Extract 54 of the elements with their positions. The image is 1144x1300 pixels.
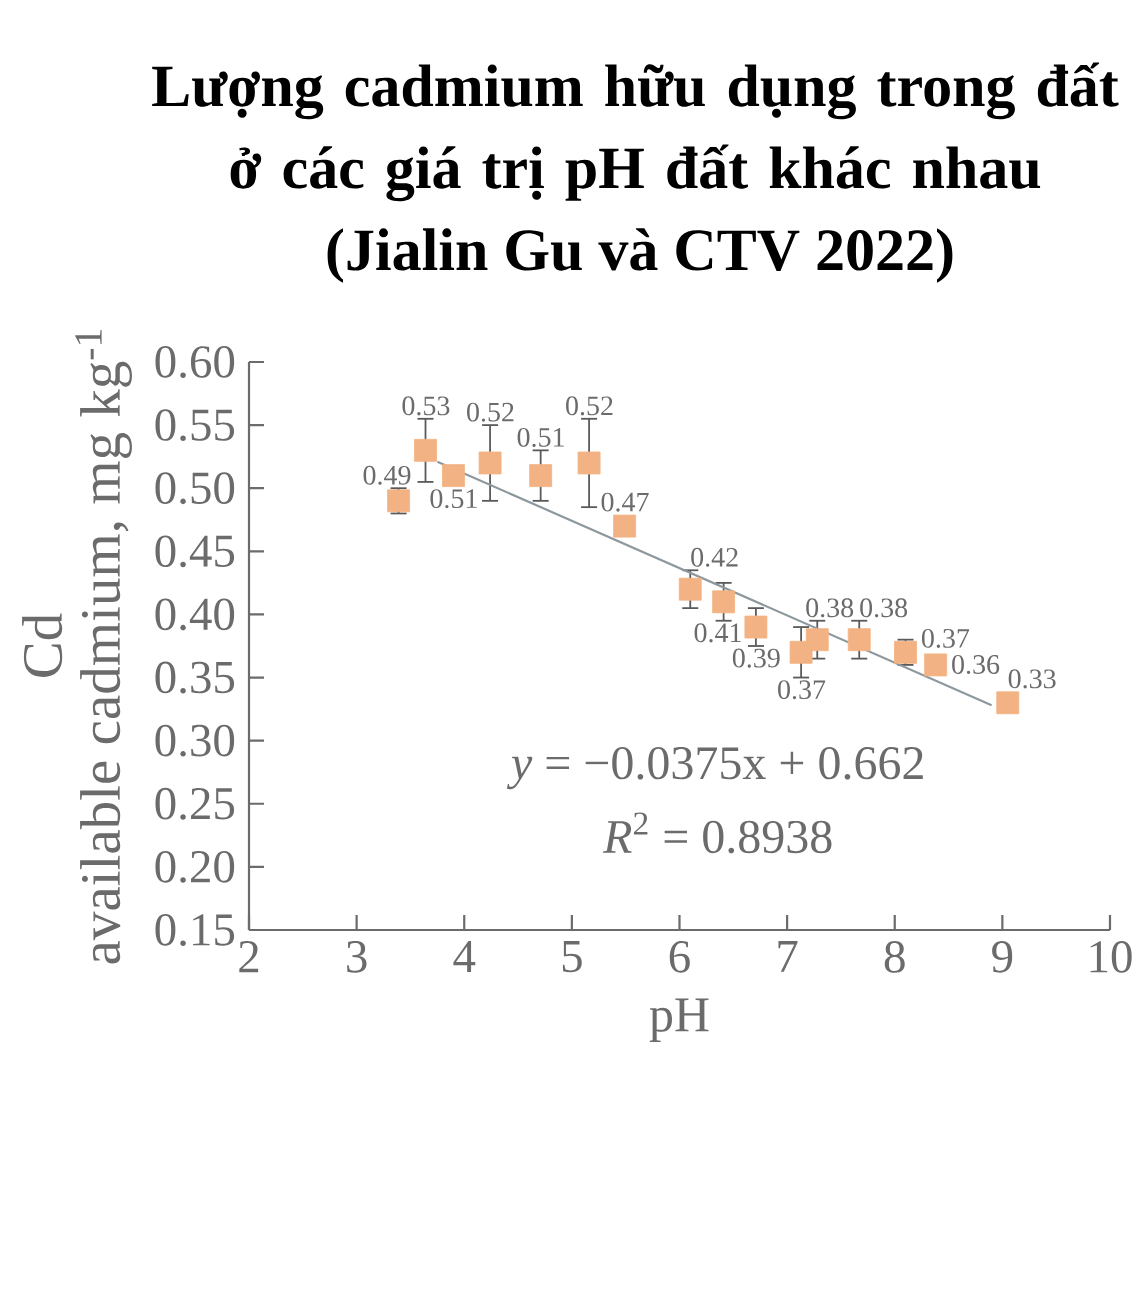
data-label: 0.37: [778, 680, 826, 700]
x-tick-label: 5: [562, 941, 582, 973]
data-label: 0.41: [694, 623, 741, 643]
data-label: 0.38: [806, 598, 854, 618]
x-tick-label: 6: [669, 941, 690, 973]
data-label: 0.47: [601, 492, 649, 512]
data-label: 0.38: [860, 598, 908, 618]
data-label: 0.52: [566, 396, 613, 416]
y-tick-label: 0.25: [155, 787, 235, 820]
data-label: 0.39: [732, 648, 780, 668]
x-tick-label: 3: [347, 941, 367, 973]
point: [678, 577, 702, 601]
point: [442, 464, 465, 487]
annotation: R$^{2}$ = 0.8938: [602, 812, 832, 854]
x-tick-label: 2: [239, 941, 259, 973]
y-axis-title: Cd available cadmium, mg kg$^{-1}$: [22, 329, 132, 964]
point: [996, 691, 1020, 715]
x-axis-title: pH: [649, 998, 709, 1042]
point: [924, 653, 948, 677]
y-tick-label: 0.60: [155, 346, 235, 378]
chart-subtitle: (Jialin Gu và CTV 2022): [327, 228, 953, 283]
point: [805, 628, 829, 652]
chart-title: Lượng cadmium hữu dụng trong đất ở các giá trị pH đất khác nhau: [152, 62, 1119, 202]
x-tick-label: 10: [1090, 941, 1132, 973]
y-tick-label: 0.35: [155, 661, 235, 694]
data-label: 0.51: [517, 427, 564, 447]
data-label: 0.42: [691, 547, 738, 567]
point: [712, 590, 736, 614]
y-tick-label: 0.20: [155, 850, 235, 883]
data-label: 0.36: [952, 655, 1000, 675]
data-label: 0.49: [363, 465, 411, 485]
annotation: y = −0.0375x + 0.662: [506, 746, 923, 790]
point: [529, 464, 553, 487]
point: [847, 628, 871, 652]
point: [613, 514, 636, 538]
point: [744, 615, 768, 639]
x-tick-label: 9: [992, 941, 1013, 973]
data-label: 0.53: [402, 396, 450, 416]
x-tick-label: 8: [884, 941, 905, 973]
x-tick-label: 7: [778, 941, 798, 972]
x-tick-label: 4: [453, 941, 476, 972]
data-label: 0.51: [430, 489, 477, 509]
y-tick-label: 0.30: [155, 724, 235, 757]
data-label: 0.52: [467, 402, 514, 422]
point: [577, 451, 601, 475]
y-tick-label: 0.45: [155, 535, 235, 568]
y-tick-label: 0.50: [155, 472, 235, 505]
data-label: 0.33: [1008, 669, 1056, 689]
point: [478, 451, 502, 475]
data-label: 0.37: [921, 628, 970, 648]
y-tick-label: 0.40: [155, 598, 235, 631]
y-tick-label: 0.55: [155, 409, 235, 442]
y-tick-label: 0.15: [155, 914, 235, 946]
point: [414, 438, 437, 462]
